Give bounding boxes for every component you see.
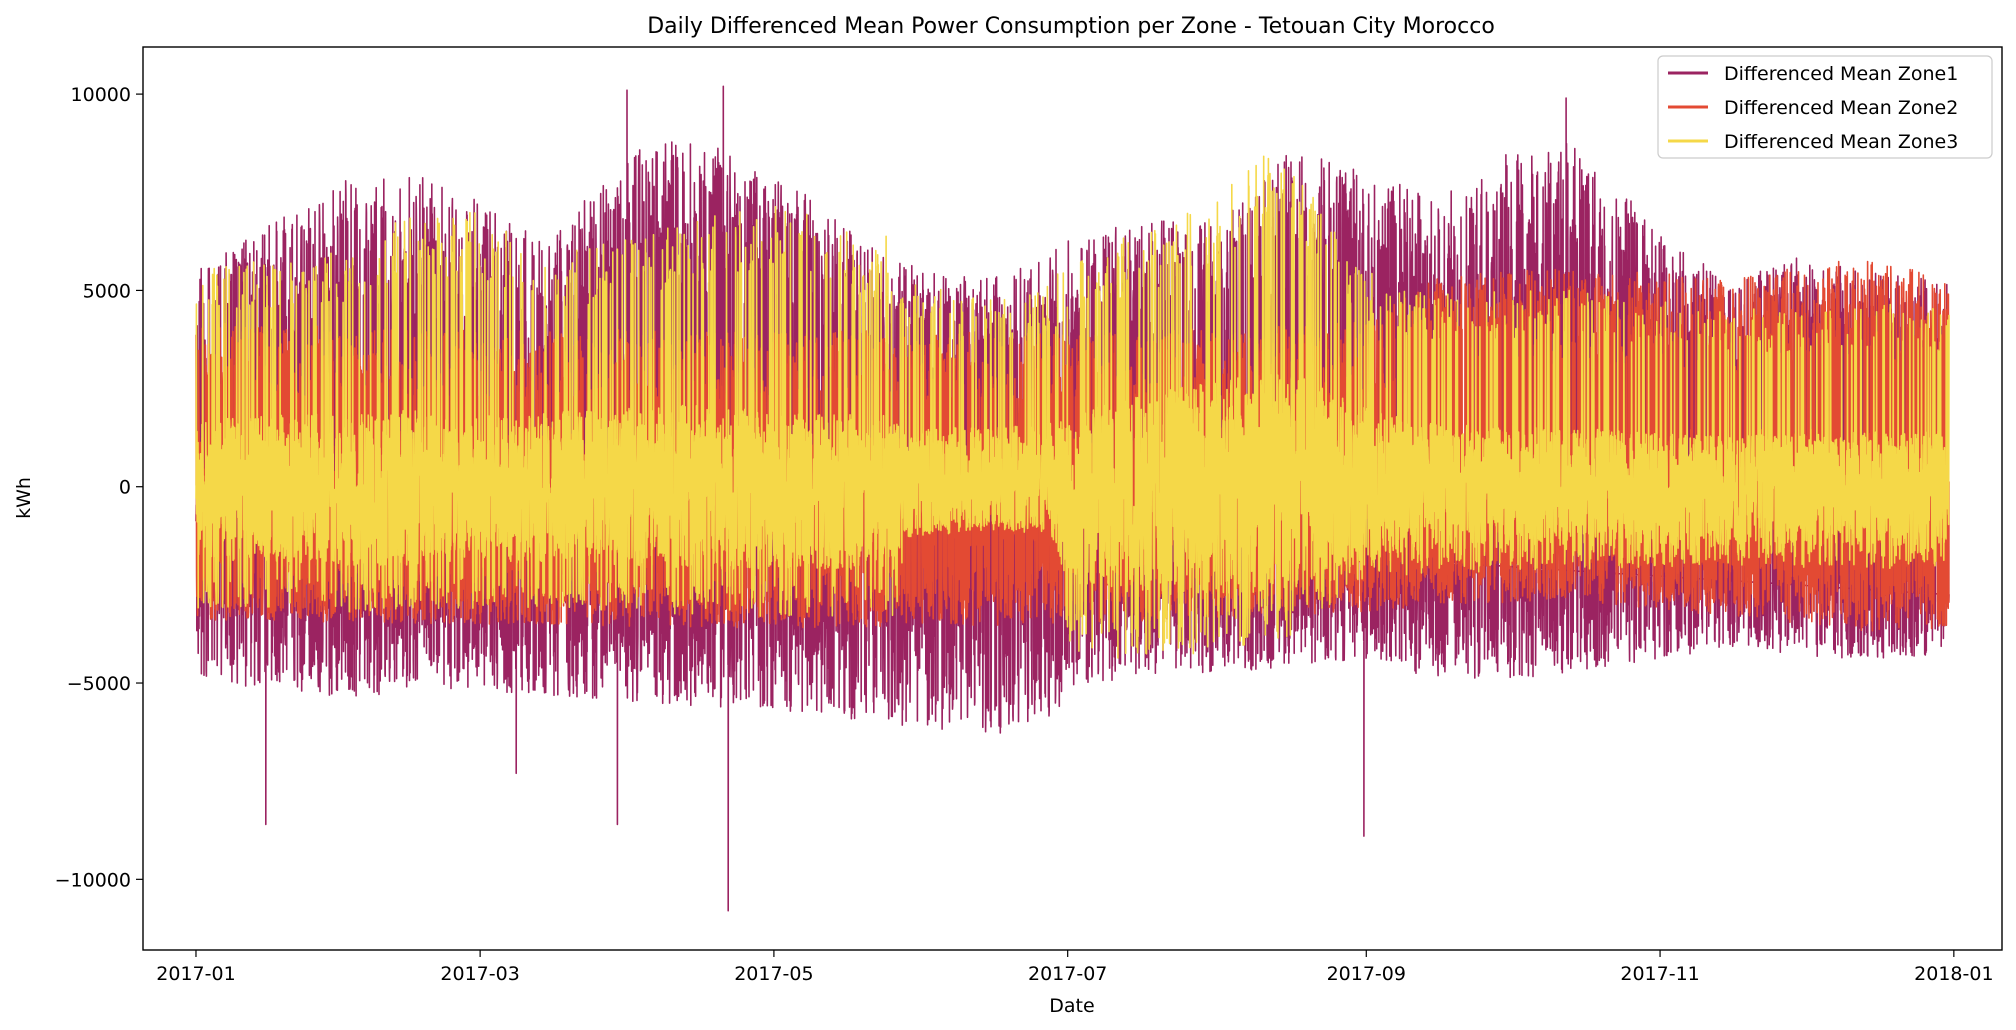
y-tick-label: 10000 xyxy=(71,84,131,106)
x-axis-label: Date xyxy=(1049,995,1094,1017)
legend-label-zone3: Differenced Mean Zone3 xyxy=(1724,131,1958,153)
x-tick-label: 2017-11 xyxy=(1620,963,1699,985)
x-tick-label: 2017-03 xyxy=(440,963,519,985)
x-tick-label: 2017-05 xyxy=(734,963,813,985)
y-axis-label: kWh xyxy=(13,477,35,519)
legend-label-zone2: Differenced Mean Zone2 xyxy=(1724,97,1958,119)
y-tick-label: −5000 xyxy=(67,673,131,695)
y-axis: −10000 −5000 0 5000 10000 xyxy=(55,84,143,891)
x-tick-label: 2017-07 xyxy=(1028,963,1107,985)
legend-box xyxy=(1657,55,1993,159)
series-line-3 xyxy=(195,155,1950,659)
legend: Differenced Mean Zone1 Differenced Mean … xyxy=(1657,55,1993,159)
y-tick-label: 5000 xyxy=(83,280,131,302)
x-tick-label: 2018-01 xyxy=(1914,963,1993,985)
x-tick-label: 2017-09 xyxy=(1327,963,1406,985)
x-tick-label: 2017-01 xyxy=(156,963,235,985)
plot-frame xyxy=(142,46,2003,951)
legend-label-zone1: Differenced Mean Zone1 xyxy=(1724,63,1958,85)
chart-title: Daily Differenced Mean Power Consumption… xyxy=(647,14,1495,39)
y-tick-label: −10000 xyxy=(55,869,131,891)
x-axis: 2017-01 2017-03 2017-05 2017-07 2017-09 2017-… xyxy=(156,950,1994,985)
plot-area xyxy=(195,85,1950,912)
y-tick-label: 0 xyxy=(119,477,131,499)
